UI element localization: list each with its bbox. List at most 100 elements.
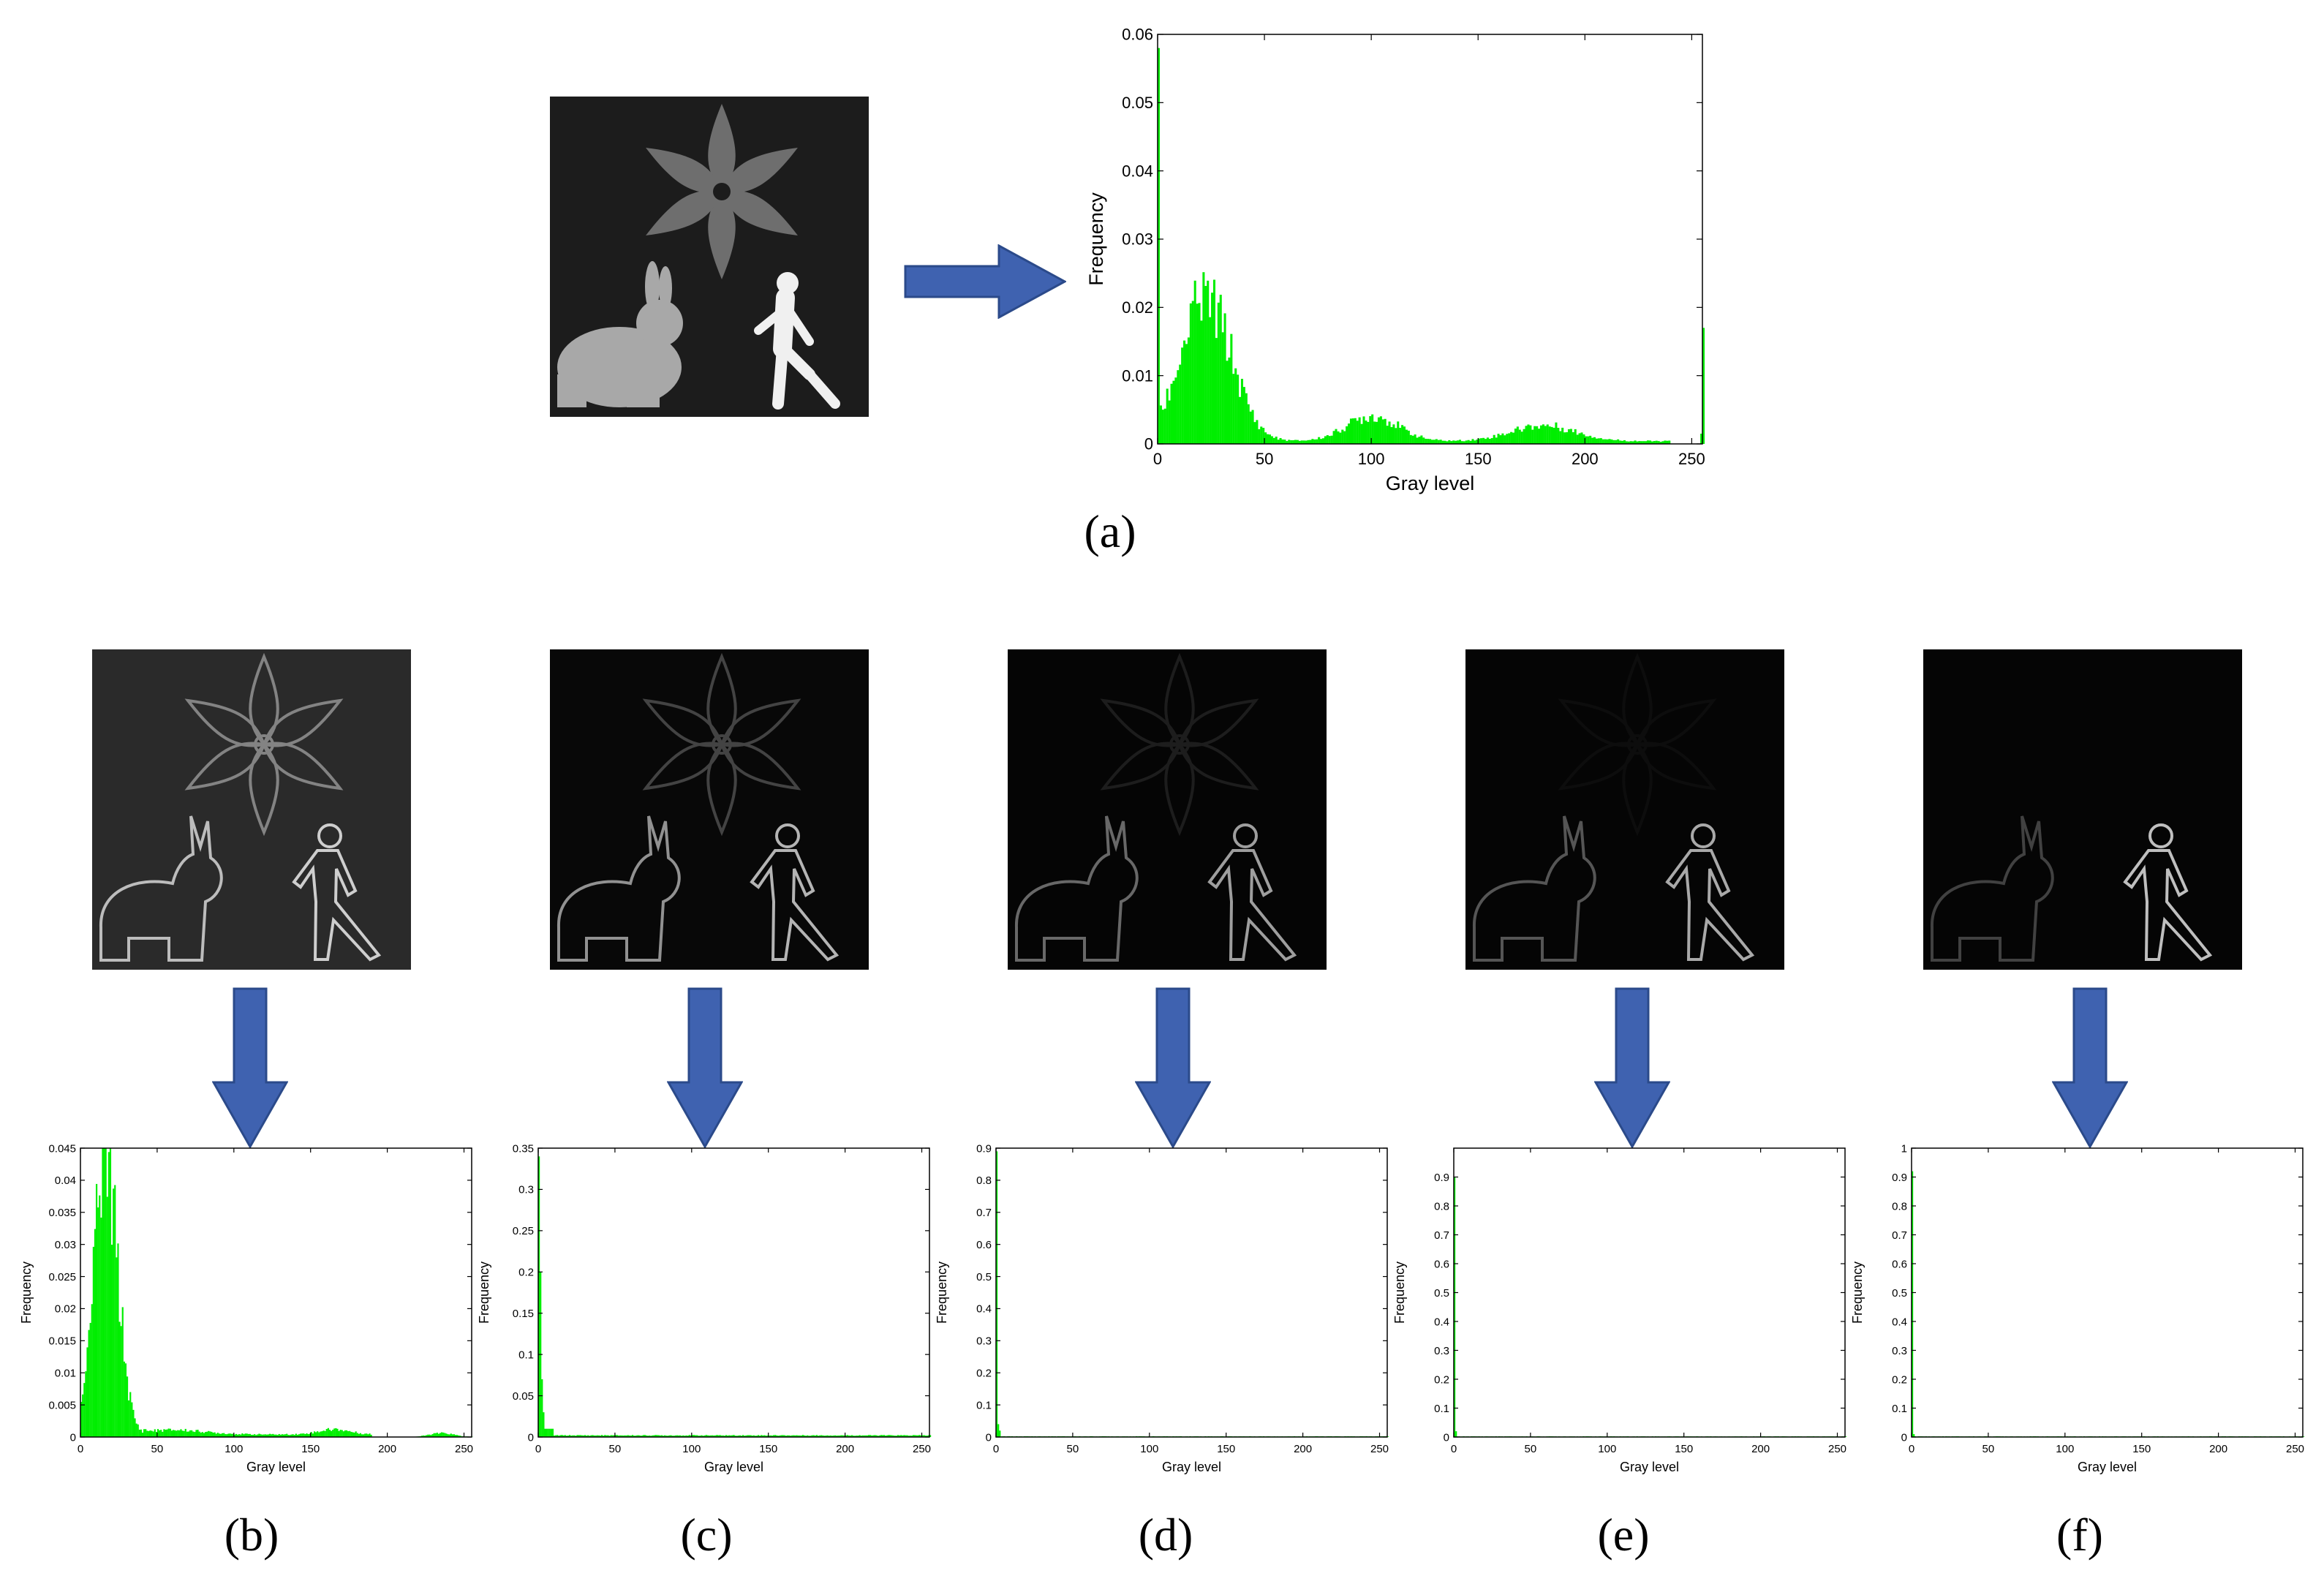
histogram-bar bbox=[1379, 416, 1382, 444]
histogram-bar bbox=[831, 1436, 833, 1437]
histogram-bar bbox=[1204, 286, 1207, 444]
histogram-bar bbox=[891, 1435, 893, 1437]
histogram-bar bbox=[1321, 438, 1325, 444]
histogram-bar bbox=[857, 1436, 859, 1437]
histogram-bar bbox=[590, 1435, 592, 1437]
histogram-bar bbox=[296, 1434, 299, 1437]
x-tick-label: 200 bbox=[2209, 1443, 2227, 1455]
histogram-bar bbox=[1629, 441, 1632, 444]
y-tick-label: 0.03 bbox=[1122, 230, 1153, 249]
histogram-bar bbox=[619, 1435, 622, 1437]
x-tick-label: 250 bbox=[1678, 450, 1705, 468]
histogram-bar bbox=[310, 1432, 312, 1437]
histogram-bar bbox=[618, 1435, 620, 1437]
y-tick-label: 0.5 bbox=[1434, 1287, 1449, 1300]
histogram-bar bbox=[118, 1321, 121, 1437]
histogram-chart-b: 0 50 100 150 200 250 0 0.005 0.01 0.015 0.02 0.025 0… bbox=[19, 1142, 474, 1474]
histogram-bar bbox=[325, 1428, 328, 1437]
histogram-bar bbox=[279, 1434, 282, 1437]
histogram-bar bbox=[100, 1217, 102, 1437]
histogram-bar bbox=[1493, 434, 1495, 444]
histogram-bar bbox=[222, 1433, 224, 1437]
histogram-bar bbox=[548, 1428, 551, 1437]
histogram-bar bbox=[796, 1435, 798, 1437]
y-tick-label: 0.5 bbox=[1892, 1287, 1907, 1300]
histogram-bar bbox=[774, 1435, 777, 1437]
histogram-bar bbox=[1501, 433, 1504, 444]
histogram-bar bbox=[1591, 437, 1594, 444]
y-tick-label: 0.02 bbox=[55, 1303, 76, 1316]
histogram-bar bbox=[1245, 393, 1248, 444]
histogram-bar bbox=[1290, 440, 1293, 444]
histogram-bar bbox=[183, 1430, 185, 1437]
histogram-bar bbox=[284, 1434, 287, 1437]
histogram-bar bbox=[194, 1432, 196, 1437]
histogram-bar bbox=[791, 1435, 793, 1437]
arrow-down-d bbox=[1135, 987, 1211, 1148]
y-tick-label: 0.3 bbox=[1434, 1345, 1449, 1357]
histogram-chart-e: 0 50 100 150 200 250 0 0.1 0.2 0.3 0.4 0.5 0.6 0.7 0.8… bbox=[1392, 1147, 1847, 1474]
x-tick-label: 0 bbox=[1451, 1443, 1457, 1455]
histogram-bar bbox=[790, 1436, 792, 1437]
plot-area bbox=[1912, 1148, 2303, 1437]
histogram-bar bbox=[771, 1436, 774, 1437]
histogram-bar bbox=[170, 1430, 173, 1437]
histogram-bar bbox=[143, 1429, 146, 1437]
histogram-bar bbox=[589, 1436, 591, 1437]
histogram-bar bbox=[1640, 441, 1643, 444]
histogram-bar bbox=[1531, 429, 1534, 444]
y-tick-label: 0.005 bbox=[48, 1399, 76, 1411]
histogram-bar bbox=[866, 1435, 869, 1437]
histogram-bar bbox=[723, 1436, 726, 1437]
histogram-bar bbox=[779, 1435, 781, 1437]
histogram-bar bbox=[1313, 439, 1316, 444]
y-tick-label: 0.3 bbox=[1892, 1345, 1907, 1357]
histogram-bar bbox=[197, 1430, 199, 1437]
plot-area bbox=[80, 1148, 472, 1437]
histogram-bar bbox=[1450, 441, 1453, 444]
histogram-bar bbox=[702, 1436, 704, 1437]
histogram-bar bbox=[888, 1435, 890, 1437]
histogram-bar bbox=[301, 1433, 303, 1437]
histogram-bar bbox=[650, 1436, 652, 1437]
histogram-bar bbox=[765, 1436, 767, 1437]
histogram-bar bbox=[241, 1433, 244, 1437]
histogram-bar bbox=[621, 1435, 623, 1437]
y-tick-label: 0.3 bbox=[518, 1184, 534, 1196]
histogram-bar bbox=[843, 1435, 845, 1437]
histogram-bar bbox=[1330, 435, 1333, 444]
histogram-bar bbox=[1529, 425, 1532, 444]
histogram-bar bbox=[369, 1433, 371, 1437]
y-tick-label: 0.1 bbox=[1892, 1403, 1907, 1415]
histogram-bar bbox=[1668, 440, 1671, 444]
histogram-bar bbox=[120, 1326, 122, 1437]
histogram-bar bbox=[912, 1435, 915, 1437]
histogram-chart-d: 0 50 100 150 200 250 0 0.1 0.2 0.3 0.4 0.5 0.6 0.7 0.8… bbox=[935, 1142, 1389, 1474]
histogram-bar bbox=[614, 1435, 617, 1437]
histogram-bar bbox=[1499, 435, 1502, 444]
y-tick-label: 0.3 bbox=[976, 1335, 992, 1348]
histogram-bar bbox=[659, 1435, 661, 1437]
histogram-bar bbox=[1170, 383, 1173, 444]
histogram-bar bbox=[350, 1431, 352, 1437]
histogram-bar bbox=[687, 1436, 689, 1437]
histogram-bar bbox=[877, 1436, 879, 1437]
histogram-bar bbox=[541, 1379, 543, 1437]
y-axis-label: Frequency bbox=[1392, 1261, 1407, 1324]
histogram-bar bbox=[1200, 320, 1203, 444]
histogram-bar bbox=[1281, 439, 1284, 444]
histogram-bar bbox=[1239, 396, 1242, 444]
histogram-bar bbox=[709, 1435, 712, 1437]
histogram-bar bbox=[423, 1436, 426, 1437]
histogram-bar bbox=[163, 1429, 165, 1437]
histogram-bar bbox=[1268, 434, 1271, 444]
histogram-bar bbox=[162, 1431, 164, 1437]
histogram-bar bbox=[903, 1435, 905, 1437]
histogram-bar bbox=[1599, 438, 1602, 444]
histogram-bar bbox=[243, 1434, 245, 1437]
histogram-bar bbox=[442, 1432, 445, 1437]
histogram-bar bbox=[644, 1435, 646, 1437]
histogram-bar bbox=[1179, 364, 1182, 444]
histogram-bar bbox=[335, 1428, 337, 1437]
histogram-bar bbox=[885, 1436, 887, 1437]
